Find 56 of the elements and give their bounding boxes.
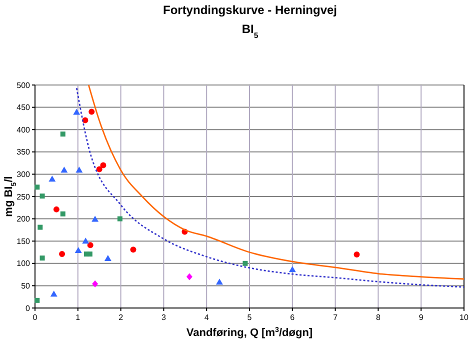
x-tick-label: 3 xyxy=(161,313,166,322)
point xyxy=(50,290,58,297)
point xyxy=(38,224,43,230)
point xyxy=(60,166,68,173)
point xyxy=(104,254,112,261)
x-tick-label: 2 xyxy=(118,313,124,322)
point xyxy=(87,252,92,257)
point xyxy=(60,211,66,216)
point xyxy=(92,216,99,222)
point xyxy=(53,206,60,212)
point xyxy=(96,166,102,172)
point xyxy=(82,238,90,244)
x-tick-label: 4 xyxy=(204,313,210,322)
point xyxy=(242,260,248,266)
point xyxy=(59,251,66,258)
x-tick-label: 7 xyxy=(333,313,338,322)
point xyxy=(74,246,82,253)
y-tick-label: 150 xyxy=(16,236,31,246)
y-tick-label: 50 xyxy=(21,282,31,290)
point xyxy=(34,184,40,190)
y-tick-label: 100 xyxy=(16,259,31,268)
x-tick-label: 5 xyxy=(247,313,252,322)
point xyxy=(130,246,136,253)
point xyxy=(60,132,66,137)
point xyxy=(48,176,56,182)
point xyxy=(288,266,296,272)
x-axis-title: Vandføring, Q [m$^{3}$/døgn] xyxy=(186,326,313,339)
y-tick-label: 300 xyxy=(16,170,31,179)
point xyxy=(40,194,45,199)
y-tick-label: 250 xyxy=(16,192,31,202)
point xyxy=(88,108,95,115)
x-tick-label: 1 xyxy=(76,313,81,322)
x-tick-label: 10 xyxy=(460,313,469,322)
point xyxy=(92,280,98,288)
point xyxy=(354,251,360,258)
y-tick-label: 200 xyxy=(16,214,31,224)
y-tick-label: 500 xyxy=(16,80,31,90)
chart-subtitle: BI$_{5}$ xyxy=(242,22,259,40)
point xyxy=(117,216,122,222)
point xyxy=(100,162,106,168)
y-tick-label: 350 xyxy=(16,148,31,157)
y-tick-label: 450 xyxy=(16,103,31,112)
y-tick-label: 0 xyxy=(26,304,31,313)
point xyxy=(87,242,94,248)
point xyxy=(216,278,223,285)
point xyxy=(186,273,192,280)
chart-title: Fortyndingskurve - Herningvej xyxy=(162,3,338,17)
y-tick-label: 400 xyxy=(16,125,31,134)
point xyxy=(73,108,80,115)
x-tick-label: 8 xyxy=(376,313,381,322)
x-tick-label: 0 xyxy=(32,313,38,322)
point xyxy=(40,256,45,261)
x-tick-label: 6 xyxy=(290,313,296,322)
point xyxy=(34,298,40,303)
x-tick-label: 9 xyxy=(418,313,424,322)
point xyxy=(76,166,83,173)
